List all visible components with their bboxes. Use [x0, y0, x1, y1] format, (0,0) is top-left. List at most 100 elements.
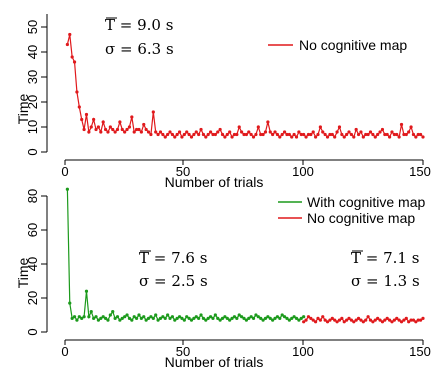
top-point-no-cognitive-map-82 [259, 132, 263, 137]
top-point-no-cognitive-map-99 [299, 132, 303, 137]
bottom-point-no-cognitive-map-118 [345, 318, 349, 322]
top-point-no-cognitive-map-17 [103, 127, 108, 132]
top-point-no-cognitive-map-145 [409, 125, 413, 129]
bottom-point-no-cognitive-map-101 [304, 318, 308, 322]
top-point-no-cognitive-map-141 [399, 122, 404, 127]
bottom-point-with-cognitive-map-81 [256, 315, 260, 319]
top-y-tick-labels: 0 10 20 30 40 50 [25, 20, 40, 156]
top-point-no-cognitive-map-85 [266, 120, 270, 124]
bottom-point-with-cognitive-map-59 [204, 318, 208, 322]
bottom-point-with-cognitive-map-96 [292, 315, 296, 319]
bottom-point-with-cognitive-map-43 [166, 313, 170, 317]
top-point-no-cognitive-map-77 [247, 130, 251, 134]
bottom-point-with-cognitive-map-55 [194, 315, 198, 319]
top-point-no-cognitive-map-62 [211, 132, 215, 137]
top-point-no-cognitive-map-68 [225, 132, 229, 137]
top-point-no-cognitive-map-72 [235, 132, 239, 137]
bottom-point-with-cognitive-map-66 [220, 316, 225, 320]
bottom-point-with-cognitive-map-36 [149, 315, 153, 319]
bottom-point-no-cognitive-map-117 [342, 320, 346, 324]
top-point-no-cognitive-map-11 [89, 125, 93, 129]
top-point-no-cognitive-map-30 [135, 127, 139, 132]
bottom-legend-label-no-map: No cognitive map [307, 210, 415, 226]
top-point-no-cognitive-map-73 [237, 125, 241, 129]
top-point-no-cognitive-map-74 [240, 130, 244, 134]
top-point-no-cognitive-map-146 [411, 132, 416, 137]
top-point-no-cognitive-map-46 [173, 135, 177, 139]
top-point-no-cognitive-map-104 [311, 130, 315, 134]
bottom-point-with-cognitive-map-76 [244, 318, 248, 322]
top-point-no-cognitive-map-123 [356, 132, 361, 137]
bottom-point-with-cognitive-map-12 [92, 316, 96, 320]
top-point-no-cognitive-map-31 [137, 127, 141, 132]
top-point-no-cognitive-map-102 [306, 132, 311, 137]
bottom-point-with-cognitive-map-68 [225, 316, 229, 320]
top-y-tick-label-50: 50 [25, 20, 40, 34]
bottom-point-no-cognitive-map-128 [368, 318, 373, 322]
bottom-right-mean-text: T = 7.1 s [351, 249, 419, 267]
top-point-no-cognitive-map-53 [189, 135, 194, 139]
top-point-no-cognitive-map-10 [87, 130, 91, 134]
top-y-axis-label: Time [15, 93, 31, 124]
top-point-no-cognitive-map-58 [201, 132, 206, 137]
top-point-no-cognitive-map-19 [108, 125, 112, 129]
top-point-no-cognitive-map-121 [352, 135, 356, 139]
top-y-ticks [41, 26, 47, 153]
bottom-legend-label-with-map: With cognitive map [307, 194, 425, 210]
top-legend: No cognitive map [268, 37, 407, 53]
top-series-group [65, 32, 425, 139]
top-point-no-cognitive-map-118 [345, 132, 349, 137]
bottom-point-with-cognitive-map-8 [82, 315, 86, 319]
bottom-y-axis-label: Time [15, 257, 31, 288]
bottom-point-with-cognitive-map-45 [170, 315, 174, 319]
bottom-point-no-cognitive-map-131 [376, 316, 380, 320]
top-point-no-cognitive-map-26 [125, 127, 129, 132]
bottom-point-with-cognitive-map-46 [173, 318, 177, 322]
top-point-no-cognitive-map-47 [175, 132, 179, 137]
top-point-no-cognitive-map-139 [395, 132, 399, 137]
top-point-no-cognitive-map-57 [199, 127, 203, 132]
top-point-no-cognitive-map-131 [376, 132, 380, 137]
top-point-no-cognitive-map-22 [115, 127, 120, 132]
bottom-point-with-cognitive-map-39 [156, 318, 160, 322]
bottom-point-with-cognitive-map-73 [237, 313, 241, 317]
bottom-point-no-cognitive-map-145 [409, 318, 413, 322]
bottom-point-with-cognitive-map-78 [249, 315, 253, 319]
top-x-ticks [64, 160, 424, 165]
bottom-point-with-cognitive-map-34 [144, 318, 148, 322]
top-point-no-cognitive-map-9 [84, 112, 89, 117]
top-point-no-cognitive-map-70 [230, 135, 234, 139]
top-y-tick-label-30: 30 [25, 70, 40, 84]
top-point-no-cognitive-map-52 [187, 132, 191, 137]
top-point-no-cognitive-map-15 [99, 130, 103, 134]
bottom-point-with-cognitive-map-99 [299, 316, 303, 320]
top-point-no-cognitive-map-66 [220, 132, 225, 137]
bottom-point-with-cognitive-map-95 [290, 316, 294, 320]
bottom-point-with-cognitive-map-42 [163, 316, 167, 320]
bottom-point-with-cognitive-map-69 [228, 318, 232, 322]
bottom-point-with-cognitive-map-86 [268, 316, 272, 320]
top-point-no-cognitive-map-41 [161, 132, 165, 137]
bottom-y-tick-labels: 0 20 40 60 80 [25, 189, 40, 336]
bottom-point-no-cognitive-map-134 [383, 318, 387, 322]
bottom-point-no-cognitive-map-146 [411, 318, 416, 322]
top-point-no-cognitive-map-120 [349, 132, 353, 137]
bottom-point-with-cognitive-map-77 [247, 316, 251, 320]
top-point-no-cognitive-map-29 [132, 130, 136, 134]
bottom-point-no-cognitive-map-126 [364, 318, 368, 322]
bottom-point-with-cognitive-map-61 [208, 315, 213, 319]
bottom-point-no-cognitive-map-149 [419, 318, 423, 322]
top-point-no-cognitive-map-89 [275, 132, 280, 137]
bottom-left-sd-text: σ = 2.5 s [139, 272, 208, 290]
top-point-no-cognitive-map-143 [404, 132, 408, 137]
top-point-no-cognitive-map-34 [144, 127, 148, 132]
top-point-no-cognitive-map-59 [204, 135, 208, 139]
top-point-no-cognitive-map-2 [68, 32, 72, 37]
top-y-tick-label-20: 20 [25, 95, 40, 109]
bottom-point-no-cognitive-map-133 [380, 320, 385, 324]
top-point-no-cognitive-map-27 [127, 125, 132, 129]
bottom-point-with-cognitive-map-52 [187, 316, 191, 320]
top-y-tick-label-10: 10 [25, 120, 40, 134]
bottom-left-mean-text: T = 7.6 s [139, 249, 207, 267]
